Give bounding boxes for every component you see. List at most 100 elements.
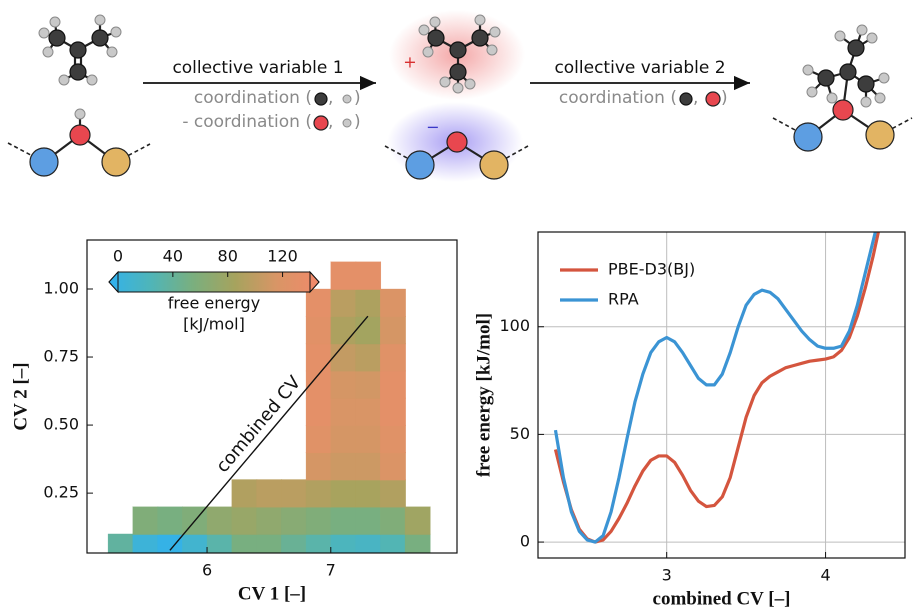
heat-cell xyxy=(356,398,381,426)
heat-cell xyxy=(380,289,405,317)
heat-cell xyxy=(380,316,405,344)
heat-cell xyxy=(133,507,158,535)
x-axis-title: CV 1 [–] xyxy=(238,583,306,604)
term-suffix: ) xyxy=(354,112,361,132)
heat-cell xyxy=(306,316,331,344)
heat-cell xyxy=(331,534,356,562)
heat-cell xyxy=(356,425,381,453)
figure: collective variable 1 coordination ( , )… xyxy=(0,0,915,609)
heat-cell xyxy=(232,480,257,508)
isobutene xyxy=(39,15,121,85)
colorbar xyxy=(109,272,319,292)
heat-cell xyxy=(257,507,282,535)
heat-cell xyxy=(257,534,282,562)
heat-cell xyxy=(331,289,356,317)
y-axis-title: CV 2 [–] xyxy=(10,362,31,430)
heat-cell xyxy=(380,398,405,426)
heat-cell xyxy=(207,507,232,535)
x-tick-label: 6 xyxy=(202,561,212,580)
heat-cell xyxy=(356,343,381,371)
term-suffix: ) xyxy=(721,88,728,108)
series-line xyxy=(555,208,881,542)
colorbar-tick-label: 80 xyxy=(218,247,238,266)
heat-cell xyxy=(306,343,331,371)
atom-icon xyxy=(343,95,351,103)
heat-cell xyxy=(331,507,356,535)
heat-cell xyxy=(108,534,133,562)
heat-cell xyxy=(232,507,257,535)
heat-cell xyxy=(306,507,331,535)
y-tick-label: 50 xyxy=(510,424,530,443)
x-axis-title: combined CV [–] xyxy=(653,588,791,609)
heat-cell xyxy=(232,534,257,562)
heat-cell xyxy=(380,371,405,399)
heat-cell xyxy=(356,507,381,535)
y-tick-label: 0 xyxy=(520,532,530,551)
heat-cell xyxy=(207,534,232,562)
colorbar-label: free energy xyxy=(168,294,260,313)
heat-cell xyxy=(281,534,306,562)
heat-cell xyxy=(133,534,158,562)
x-tick-label: 3 xyxy=(662,566,672,585)
colorbar-tick-label: 0 xyxy=(113,247,123,266)
atom-icon xyxy=(315,93,327,105)
x-tick-label: 4 xyxy=(820,566,830,585)
term-suffix: ) xyxy=(354,88,361,108)
heat-cell xyxy=(380,507,405,535)
charge: − xyxy=(426,118,439,137)
zeolite-site xyxy=(8,109,150,176)
y-tick-label: 0.25 xyxy=(43,483,79,502)
y-tick-label: 0.50 xyxy=(43,415,79,434)
atom-icon xyxy=(706,92,720,106)
heat-cell xyxy=(306,480,331,508)
heat-cell xyxy=(331,398,356,426)
heat-cell xyxy=(182,534,207,562)
heat-cell xyxy=(331,262,356,290)
heat-cell xyxy=(380,343,405,371)
colorbar-label: [kJ/mol] xyxy=(183,315,245,334)
heat-cell xyxy=(356,262,381,290)
term-separator: , xyxy=(328,112,333,132)
colorbar-end xyxy=(109,272,118,292)
heat-cell xyxy=(331,425,356,453)
term-prefix: coordination ( xyxy=(194,88,312,108)
annotation: combined CV xyxy=(212,372,306,477)
heat-cell xyxy=(405,507,430,535)
term-prefix: coordination ( xyxy=(559,88,677,108)
y-tick-label: 100 xyxy=(499,316,530,335)
legend-label: RPA xyxy=(608,290,639,309)
term-separator: , xyxy=(328,88,333,108)
heat-cell xyxy=(356,452,381,480)
heat-cell xyxy=(331,480,356,508)
heat-cell xyxy=(356,371,381,399)
colorbar-tick-label: 120 xyxy=(267,247,298,266)
heat-cell xyxy=(356,316,381,344)
atom-icon xyxy=(314,116,328,130)
heat-cell xyxy=(331,316,356,344)
heat-cell xyxy=(356,534,381,562)
heat-cell xyxy=(306,534,331,562)
y-tick-label: 0.75 xyxy=(43,347,79,366)
atom-icon xyxy=(343,119,351,127)
heat-cell xyxy=(356,289,381,317)
legend-label: PBE-D3(BJ) xyxy=(608,260,695,279)
plot-area xyxy=(555,208,881,542)
plot-frame xyxy=(538,232,905,558)
heat-cell xyxy=(380,452,405,480)
heat-cell xyxy=(158,507,183,535)
tert-butoxide xyxy=(773,25,912,151)
term-separator: , xyxy=(693,88,698,108)
heat-cell xyxy=(331,343,356,371)
step-label: collective variable 1 xyxy=(172,58,343,78)
y-tick-label: 1.00 xyxy=(43,278,79,297)
heat-cell xyxy=(306,398,331,426)
heat-cell xyxy=(306,452,331,480)
heat-cell xyxy=(158,534,183,562)
atom-icon xyxy=(680,93,692,105)
heat-cell xyxy=(281,507,306,535)
x-tick-label: 7 xyxy=(326,561,336,580)
heat-cell xyxy=(380,425,405,453)
term-prefix: - coordination ( xyxy=(182,112,312,132)
heat-cell xyxy=(281,480,306,508)
heat-cell xyxy=(380,534,405,562)
